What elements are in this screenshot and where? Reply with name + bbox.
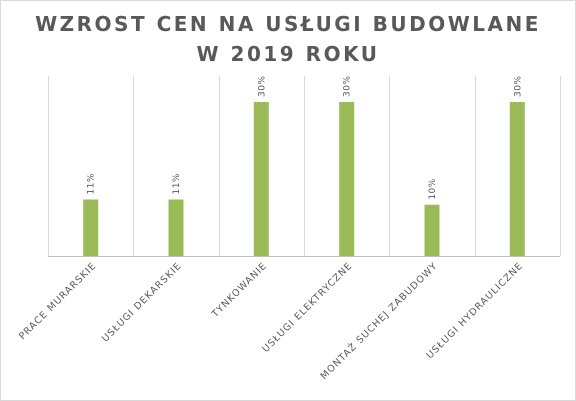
category-label: USŁUGI DEKARSKIE [100,260,184,344]
bar [168,199,184,256]
data-label: 11% [87,173,97,195]
category-label: USŁUGI HYDRAULICZNE [425,260,526,361]
bar [339,102,355,256]
category-label: TYNKOWANIE [209,260,269,320]
bar [83,199,99,256]
bar [424,204,440,256]
data-label: 30% [257,75,267,97]
data-label: 10% [428,178,438,200]
bar [509,102,525,256]
data-label: 30% [513,75,523,97]
data-label: 11% [172,173,182,195]
data-label: 30% [343,75,353,97]
bar [253,102,269,256]
category-label: USŁUGI ELEKTRYCZNE [260,260,354,354]
chart-title: WZROST CEN NA USŁUGI BUDOWLANE W 2019 RO… [35,12,541,66]
category-label: PRACE MURARSKIE [17,260,99,342]
